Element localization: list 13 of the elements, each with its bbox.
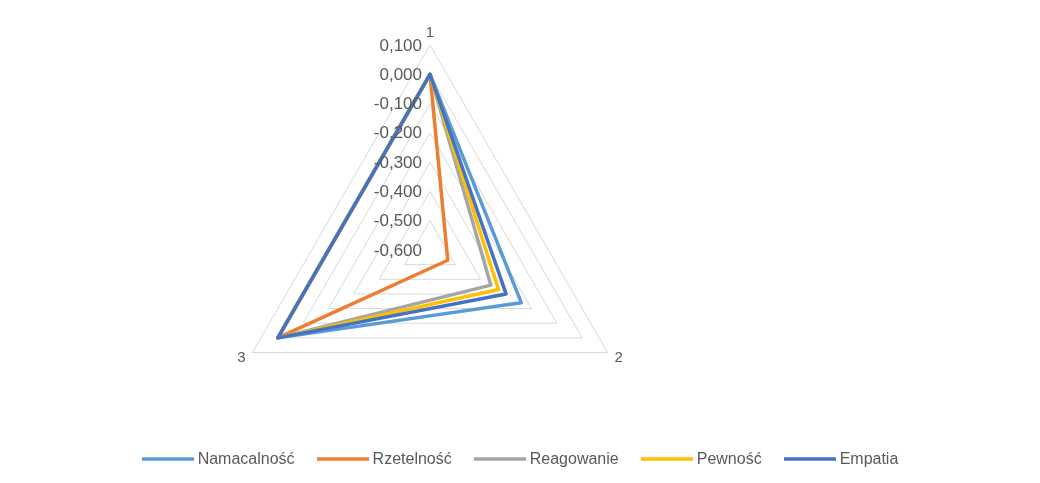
y-tick-label: -0,500 [373,211,422,231]
legend-label: Namacalność [197,450,295,468]
spoke-label: 3 [237,347,246,365]
y-tick-label: 0,000 [379,64,422,84]
y-tick-label: -0,400 [373,181,422,201]
legend-label: Pewność [696,450,762,468]
y-tick-label: -0,600 [373,240,422,260]
spoke-label: 2 [614,347,623,365]
legend-label: Rzetelność [372,450,452,468]
legend-label: Empatia [839,450,899,468]
y-tick-label: 0,100 [379,35,422,55]
legend-label: Reagowanie [529,450,619,468]
spoke-label: 1 [425,23,435,40]
